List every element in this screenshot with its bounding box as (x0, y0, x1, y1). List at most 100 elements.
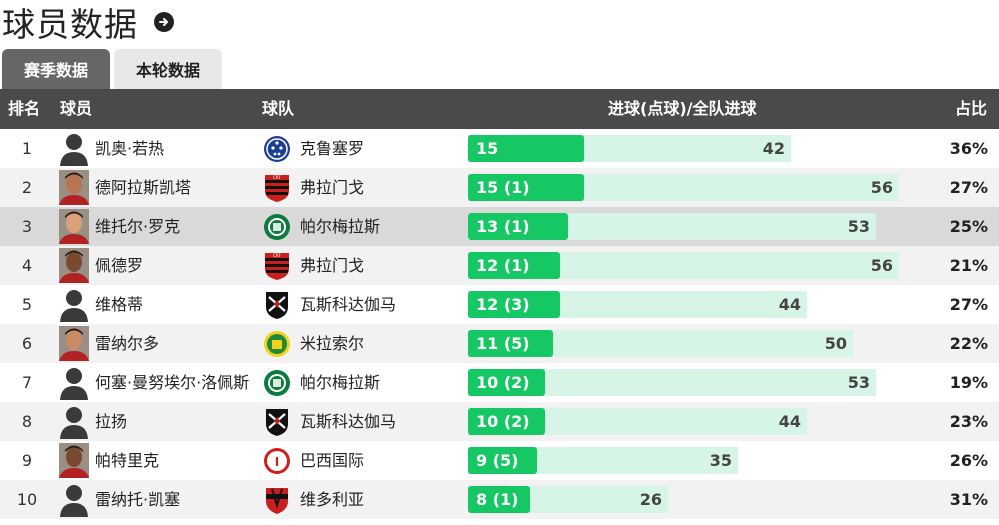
team-name-link[interactable]: 弗拉门戈 (300, 256, 365, 275)
tab-season-stats[interactable]: 赛季数据 (2, 49, 110, 89)
team-goals-label: 44 (778, 295, 801, 314)
player-goals-label: 8 (1) (476, 490, 519, 509)
player-goals-bar (468, 369, 545, 396)
team-name-link[interactable]: 克鲁塞罗 (300, 139, 365, 158)
team-name-link[interactable]: 巴西国际 (300, 451, 365, 470)
table-row[interactable]: 4 佩德罗 CRF 弗拉门戈 12 (1) 56 21% (0, 246, 999, 285)
player-goals-label: 9 (5) (476, 451, 519, 470)
team-goals-label: 53 (847, 373, 870, 392)
team-name-link[interactable]: 米拉索尔 (300, 334, 365, 353)
team-goals-label: 44 (778, 412, 801, 431)
table-header: 排名 球员 球队 进球(点球)/全队进球 占比 (0, 89, 999, 129)
page-title: 球员数据 (2, 5, 138, 44)
player-avatar (59, 287, 89, 322)
player-goals-bar (468, 291, 560, 318)
player-name-link[interactable]: 雷纳尔多 (95, 334, 160, 353)
player-avatar (59, 365, 89, 400)
goal-share-percentage: 27% (949, 295, 988, 314)
rank-number: 8 (21, 412, 33, 431)
tab-round-stats[interactable]: 本轮数据 (114, 49, 222, 89)
header-goals[interactable]: 进球(点球)/全队进球 (608, 99, 757, 118)
player-goals-bar (468, 213, 568, 240)
title-row: 球员数据 (2, 0, 174, 44)
header-team[interactable]: 球队 (262, 99, 295, 118)
table-row[interactable]: 1 凯奥·若热 克鲁塞罗 15 42 36% (0, 129, 999, 168)
goal-share-percentage: 31% (949, 490, 988, 509)
table-row[interactable]: 5 维格蒂 瓦斯科达伽马 12 (3) 44 27% (0, 285, 999, 324)
player-avatar (59, 443, 89, 478)
palmeiras-logo-icon (262, 368, 292, 398)
table-body: 1 凯奥·若热 克鲁塞罗 15 42 36% 2 德阿拉斯凯塔 CRF 弗拉门戈 15 (1) 56 2… (0, 129, 999, 519)
header-player[interactable]: 球员 (60, 99, 93, 118)
player-name-link[interactable]: 拉扬 (95, 412, 128, 431)
player-name-link[interactable]: 帕特里克 (95, 451, 160, 470)
vasco-logo-icon (262, 407, 292, 437)
internacional-logo-icon: I (262, 446, 292, 476)
team-goals-label: 56 (870, 256, 893, 275)
goal-share-percentage: 25% (949, 217, 988, 236)
team-name-link[interactable]: 帕尔梅拉斯 (300, 373, 381, 392)
player-name-link[interactable]: 雷纳托·凯塞 (95, 490, 181, 509)
cruzeiro-logo-icon (262, 134, 292, 164)
rank-number: 7 (21, 373, 33, 392)
rank-number: 5 (21, 295, 33, 314)
rank-number: 1 (21, 139, 33, 158)
team-name-link[interactable]: 瓦斯科达伽马 (300, 412, 397, 431)
team-name-link[interactable]: 弗拉门戈 (300, 178, 365, 197)
player-goals-bar (468, 174, 584, 201)
player-name-link[interactable]: 维托尔·罗克 (95, 217, 181, 236)
svg-text:CRF: CRF (273, 175, 282, 180)
team-goals-label: 42 (762, 139, 785, 158)
player-name-link[interactable]: 何塞·曼努埃尔·洛佩斯 (95, 373, 250, 392)
goal-share-percentage: 19% (949, 373, 988, 392)
team-name-link[interactable]: 维多利亚 (300, 490, 365, 509)
player-goals-label: 15 (476, 139, 499, 158)
player-name-link[interactable]: 德阿拉斯凯塔 (95, 178, 192, 197)
rank-number: 3 (21, 217, 33, 236)
player-name-link[interactable]: 维格蒂 (95, 295, 144, 314)
player-avatar (59, 482, 89, 517)
team-goals-label: 26 (639, 490, 662, 509)
player-goals-label: 11 (5) (476, 334, 530, 353)
player-goals-label: 12 (1) (476, 256, 530, 275)
goal-share-percentage: 23% (949, 412, 988, 431)
player-goals-label: 13 (1) (476, 217, 530, 236)
table-row[interactable]: 6 雷纳尔多 米拉索尔 11 (5) 50 22% (0, 324, 999, 363)
arrow-right-circle-icon[interactable] (154, 12, 174, 32)
flamengo-logo-icon: CRF (262, 173, 292, 203)
vasco-logo-icon (262, 290, 292, 320)
player-avatar (59, 248, 89, 283)
header-rank[interactable]: 排名 (8, 99, 41, 118)
rank-number: 9 (21, 451, 33, 470)
header-percentage[interactable]: 占比 (954, 99, 987, 118)
team-name-link[interactable]: 瓦斯科达伽马 (300, 295, 397, 314)
table-row[interactable]: 3 维托尔·罗克 帕尔梅拉斯 13 (1) 53 25% (0, 207, 999, 246)
flamengo-logo-icon: CRF (262, 251, 292, 281)
table-row[interactable]: 10 雷纳托·凯塞 维多利亚 8 (1) 26 31% (0, 480, 999, 519)
player-goals-bar (468, 447, 537, 474)
player-goals-bar (468, 135, 584, 162)
player-goals-bar (468, 486, 530, 513)
table-row[interactable]: 2 德阿拉斯凯塔 CRF 弗拉门戈 15 (1) 56 27% (0, 168, 999, 207)
svg-text:I: I (275, 455, 279, 469)
rank-number: 4 (21, 256, 33, 275)
table-row[interactable]: 8 拉扬 瓦斯科达伽马 10 (2) 44 23% (0, 402, 999, 441)
player-goals-bar (468, 408, 545, 435)
player-name-link[interactable]: 凯奥·若热 (95, 139, 165, 158)
player-name-link[interactable]: 佩德罗 (95, 256, 144, 275)
team-goals-label: 50 (824, 334, 847, 353)
mirassol-logo-icon (262, 329, 292, 359)
player-goals-bar (468, 252, 560, 279)
team-name-link[interactable]: 帕尔梅拉斯 (300, 217, 381, 236)
svg-text:CRF: CRF (273, 253, 282, 258)
player-avatar (59, 404, 89, 439)
goal-share-percentage: 27% (949, 178, 988, 197)
player-goals-bar (468, 330, 553, 357)
table-row[interactable]: 7 何塞·曼努埃尔·洛佩斯 帕尔梅拉斯 10 (2) 53 19% (0, 363, 999, 402)
goal-share-percentage: 36% (949, 139, 988, 158)
player-goals-label: 15 (1) (476, 178, 530, 197)
player-goals-label: 12 (3) (476, 295, 530, 314)
tab-bar: 赛季数据 本轮数据 (0, 49, 222, 89)
player-avatar (59, 170, 89, 205)
table-row[interactable]: 9 帕特里克 I 巴西国际 9 (5) 35 26% (0, 441, 999, 480)
